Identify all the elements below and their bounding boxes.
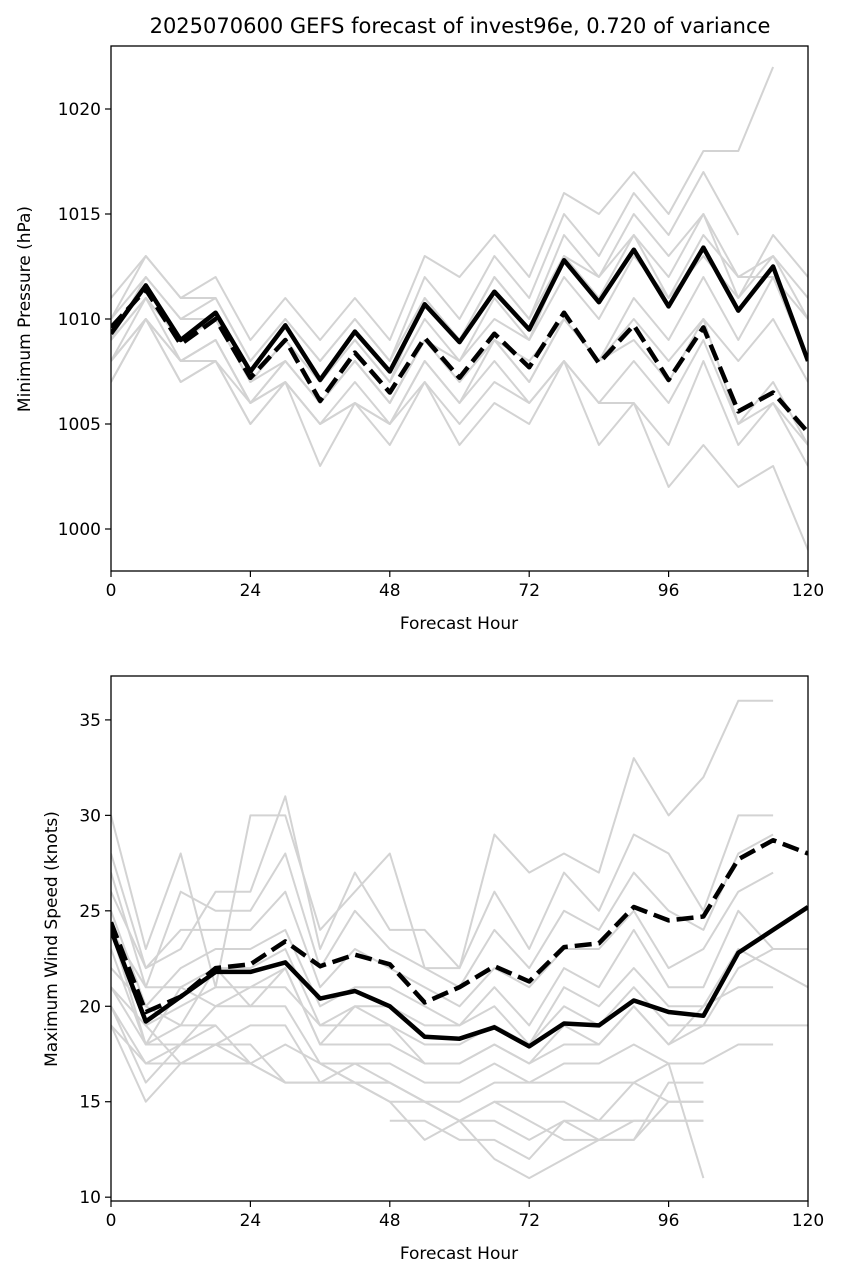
wind-plot-area: 0 24 48 72 96 120 10 15 20 25 30 35 xyxy=(79,675,824,1231)
wind-member-line-9 xyxy=(111,967,808,1065)
pressure-x-tick-label: 96 xyxy=(658,581,680,601)
pressure-plot-area: 0 24 48 72 96 120 1000 1005 1010 1015 1020 xyxy=(58,45,824,601)
pressure-member-line-1 xyxy=(111,66,775,341)
pressure-x-tick-label: 72 xyxy=(518,581,540,601)
wind-member-line-16 xyxy=(111,986,704,1141)
wind-y-tick-label: 15 xyxy=(79,1093,101,1113)
wind-y-tick-label: 20 xyxy=(79,997,101,1017)
pressure-x-tick-label: 24 xyxy=(240,581,262,601)
pressure-x-tick-label: 0 xyxy=(106,581,117,601)
wind-x-tick-label: 96 xyxy=(658,1211,680,1231)
wind-series-group xyxy=(111,699,808,1180)
wind-dashed-line xyxy=(111,837,808,1015)
wind-member-line-15 xyxy=(111,929,705,1179)
wind-x-tick-label: 120 xyxy=(792,1211,824,1231)
wind-x-tick-label: 72 xyxy=(518,1211,540,1231)
wind-member-line-6 xyxy=(111,929,808,1046)
pressure-y-axis-label: Minimum Pressure (hPa) xyxy=(15,206,35,412)
pressure-member-line-11 xyxy=(111,318,808,446)
wind-x-tick-label: 48 xyxy=(379,1211,401,1231)
wind-y-tick-label: 10 xyxy=(79,1188,101,1208)
pressure-y-tick-label: 1020 xyxy=(58,100,101,120)
wind-y-axis-label: Maximum Wind Speed (knots) xyxy=(42,811,62,1067)
pressure-panel: 0 24 48 72 96 120 1000 1005 1010 1015 1020 Forecas… xyxy=(15,45,824,634)
wind-y-tick-label: 25 xyxy=(79,902,101,922)
pressure-series-group xyxy=(111,66,808,551)
pressure-y-tick-label: 1005 xyxy=(58,415,101,435)
wind-axes-frame xyxy=(110,675,809,1202)
pressure-x-axis-label: Forecast Hour xyxy=(400,614,518,634)
pressure-member-line-10 xyxy=(111,318,808,467)
wind-panel: 0 24 48 72 96 120 10 15 20 25 30 35 Forecast Hour M… xyxy=(42,675,824,1264)
wind-y-tick-label: 30 xyxy=(79,806,101,826)
wind-member-line-10 xyxy=(111,986,774,1084)
wind-x-tick-label: 24 xyxy=(240,1211,262,1231)
chart-title: 2025070600 GEFS forecast of invest96e, 0… xyxy=(150,14,771,38)
pressure-x-tick-label: 120 xyxy=(792,581,824,601)
pressure-axes-frame xyxy=(110,45,809,572)
wind-solid-line xyxy=(111,905,808,1049)
pressure-member-line-12 xyxy=(111,318,808,551)
wind-x-axis-label: Forecast Hour xyxy=(400,1244,518,1264)
wind-member-line-7 xyxy=(111,929,808,1046)
wind-y-tick-label: 35 xyxy=(79,711,101,731)
wind-x-tick-label: 0 xyxy=(106,1211,117,1231)
wind-member-line-14 xyxy=(111,1024,704,1180)
pressure-x-tick-label: 48 xyxy=(379,581,401,601)
pressure-y-tick-label: 1015 xyxy=(58,205,101,225)
pressure-dashed-line xyxy=(111,287,808,434)
wind-member-line-3 xyxy=(111,833,774,989)
pressure-y-tick-label: 1000 xyxy=(58,520,101,540)
pressure-solid-line xyxy=(111,245,808,383)
pressure-y-tick-label: 1010 xyxy=(58,310,101,330)
wind-member-line-1 xyxy=(111,699,774,989)
wind-member-line-2 xyxy=(111,795,774,970)
